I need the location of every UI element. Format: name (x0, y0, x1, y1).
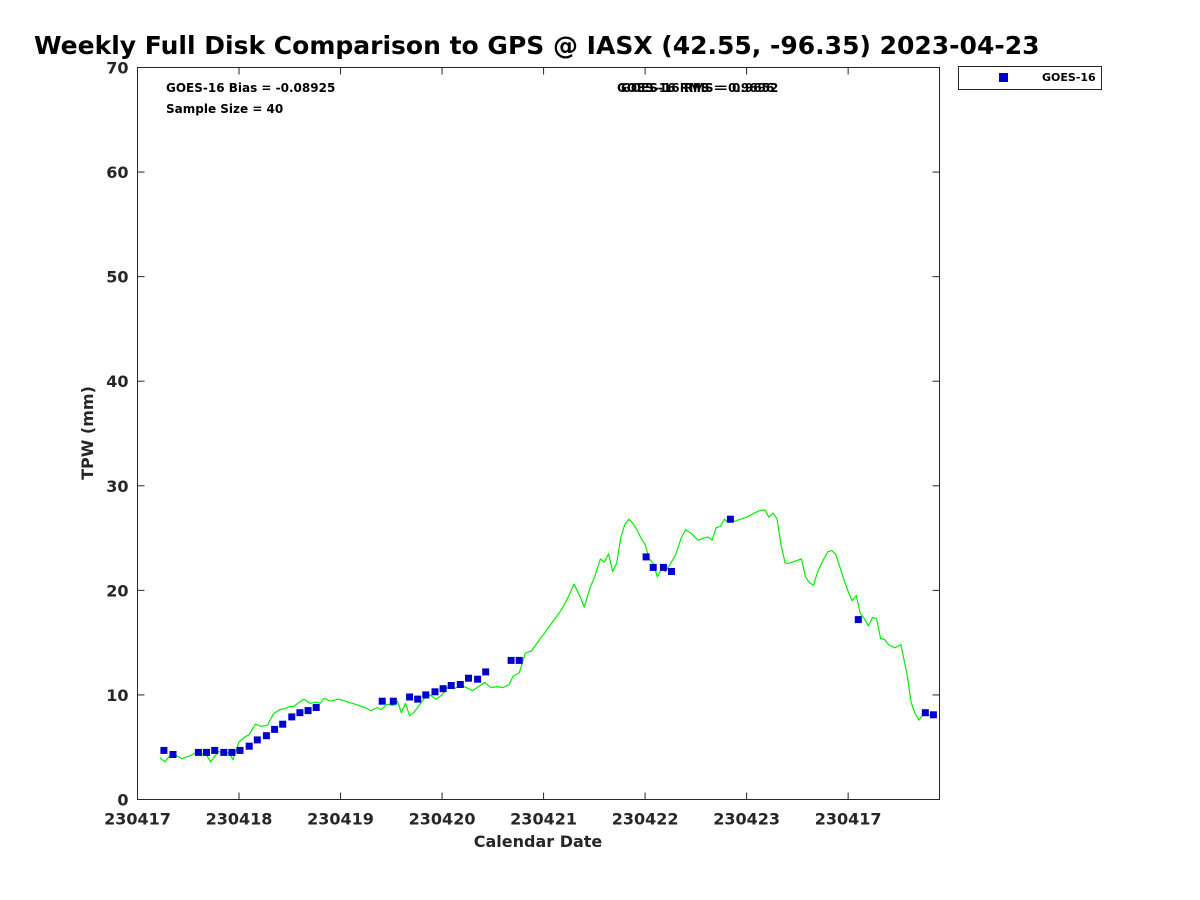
legend-marker-goes16 (999, 73, 1008, 82)
goes16-point (447, 682, 455, 689)
gps-series (159, 509, 937, 763)
goes16-point (422, 691, 430, 699)
y-axis: 0 10 20 30 40 50 60 70 (106, 59, 940, 810)
y-tick-label: 30 (106, 477, 128, 496)
goes16-point (439, 685, 447, 693)
x-axis: 230417 230418 230419 230420 230421 230422 2304… (104, 67, 882, 829)
goes16-point (194, 748, 202, 756)
rms-annotation-b: GOES-16 RMS = 0.9652 (621, 81, 778, 95)
x-tick-label: 230418 (206, 810, 273, 829)
goes16-point (296, 709, 304, 717)
x-tick-label: 230422 (612, 810, 679, 829)
chart-title: Weekly Full Disk Comparison to GPS @ IAS… (34, 31, 1040, 60)
x-tick-label: 230419 (307, 810, 374, 829)
goes16-point (312, 704, 320, 711)
goes16-point (726, 515, 734, 523)
x-tick-label: 230421 (510, 810, 577, 829)
y-tick-label: 10 (106, 686, 128, 705)
goes16-point (515, 656, 523, 664)
x-tick-label: 230420 (409, 810, 476, 829)
y-tick-label: 70 (106, 59, 128, 78)
goes16-point (228, 748, 236, 756)
goes16-point (456, 681, 464, 688)
x-axis-label: Calendar Date (474, 832, 603, 851)
goes16-point (279, 720, 287, 728)
goes16-point (169, 751, 177, 758)
goes16-point (474, 675, 482, 683)
goes16-point (262, 732, 270, 740)
y-axis-label: TPW (mm) (78, 386, 97, 480)
goes16-point (389, 697, 397, 705)
goes16-point (271, 725, 279, 733)
x-tick-label: 230417 (104, 810, 171, 829)
goes16-point (288, 713, 296, 721)
plot-area-border (137, 67, 940, 800)
rms-annotation-a: GOES-16 RMS = 0.9696 (617, 81, 774, 95)
goes16-point (668, 568, 675, 575)
goes16-point (482, 668, 490, 676)
goes16-point (203, 748, 210, 756)
goes16-point (406, 693, 414, 701)
goes16-point (211, 746, 219, 754)
goes16-point (220, 748, 228, 756)
y-tick-label: 50 (106, 268, 128, 287)
y-tick-label: 40 (106, 372, 128, 391)
goes16-point (245, 742, 253, 750)
sample-size-annotation: Sample Size = 40 (166, 102, 283, 116)
goes16-series (160, 515, 937, 758)
y-tick-label: 60 (106, 163, 128, 182)
goes16-point (431, 688, 439, 696)
legend: GOES-16 (958, 66, 1102, 90)
goes16-point (465, 674, 472, 682)
y-tick-label: 20 (106, 581, 128, 600)
goes16-point (649, 563, 657, 571)
goes16-point (304, 707, 312, 715)
x-tick-label: 230417 (815, 810, 882, 829)
goes16-point (160, 746, 168, 754)
y-tick-label: 0 (117, 791, 128, 810)
goes16-point (507, 656, 515, 664)
goes16-point (236, 746, 244, 754)
gps-line (159, 509, 937, 763)
goes16-point (929, 711, 937, 719)
goes16-point (642, 553, 650, 561)
bias-annotation: GOES-16 Bias = -0.08925 (166, 81, 335, 95)
goes16-point (854, 616, 862, 624)
legend-box (958, 66, 1102, 90)
goes16-point (378, 697, 386, 705)
legend-label-goes16: GOES-16 (1042, 71, 1096, 84)
goes16-point (414, 695, 422, 703)
goes16-point (921, 709, 929, 717)
x-tick-label: 230423 (713, 810, 780, 829)
goes16-point (659, 563, 667, 571)
goes16-point (253, 736, 261, 744)
